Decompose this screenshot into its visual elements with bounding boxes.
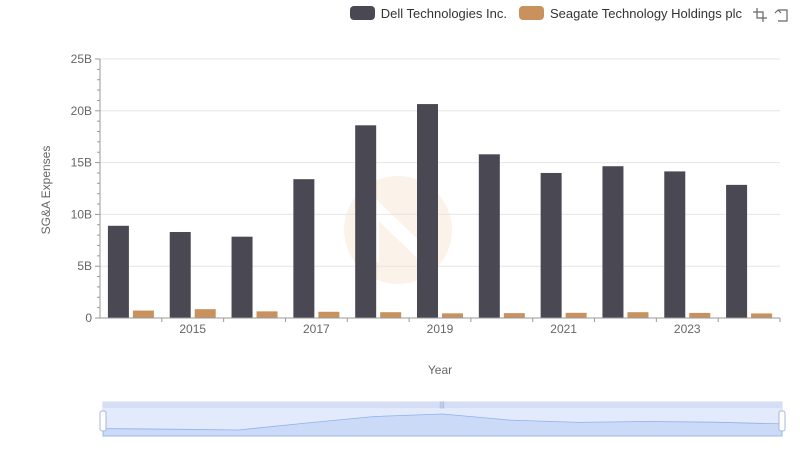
x-tick-label: 2015: [179, 322, 206, 336]
y-tick-label: 5B: [77, 259, 92, 273]
bar-seagate-2023[interactable]: [689, 312, 711, 318]
bar-seagate-2018[interactable]: [380, 312, 402, 318]
bar-seagate-2022[interactable]: [627, 312, 649, 318]
bar-seagate-2021[interactable]: [565, 312, 587, 318]
restore-icon[interactable]: [774, 7, 790, 23]
bar-dell-2022[interactable]: [602, 166, 624, 318]
x-axis: 2015 2017 2019 2021 2023: [100, 317, 781, 336]
zoom-select-icon[interactable]: [752, 7, 768, 23]
y-tick-label: 15B: [71, 156, 92, 170]
bar-dell-2019[interactable]: [417, 104, 438, 318]
bar-seagate-2014[interactable]: [132, 310, 154, 318]
y-axis-title: SG&A Expenses: [39, 146, 53, 235]
bar-seagate-2016[interactable]: [256, 311, 278, 318]
zoom-move-grip[interactable]: |||: [439, 402, 445, 409]
data-zoom-slider[interactable]: |||: [99, 401, 786, 437]
y-tick-label: 25B: [71, 52, 92, 66]
bars[interactable]: [107, 104, 773, 318]
legend-label-seagate: Seagate Technology Holdings plc: [549, 5, 742, 21]
y-tick-label: 10B: [71, 207, 92, 221]
x-tick-label: 2019: [427, 322, 454, 336]
chart-toolbar: [752, 7, 790, 23]
x-tick-label: 2021: [550, 322, 577, 336]
bar-seagate-2015[interactable]: [194, 309, 216, 318]
legend-item-seagate[interactable]: Seagate Technology Holdings plc: [518, 5, 742, 21]
bar-dell-2016[interactable]: [231, 236, 253, 318]
x-axis-title: Year: [428, 363, 452, 377]
bar-dell-2017[interactable]: [293, 179, 315, 318]
x-tick-label: 2023: [674, 322, 701, 336]
zoom-handle-left[interactable]: [99, 410, 107, 432]
chart-legend: Dell Technologies Inc. Seagate Technolog…: [349, 4, 742, 22]
y-tick-label: 20B: [71, 104, 92, 118]
bar-dell-2021[interactable]: [540, 172, 562, 318]
y-axis: 0 5B 10B 15B 20B 25B: [71, 52, 101, 325]
legend-swatch-dell: [349, 6, 375, 20]
zoom-handle-right[interactable]: [778, 410, 786, 432]
bar-dell-2014[interactable]: [107, 225, 129, 318]
legend-swatch-seagate: [518, 6, 544, 20]
bar-dell-2020[interactable]: [478, 154, 500, 318]
bar-dell-2015[interactable]: [169, 232, 191, 318]
legend-item-dell[interactable]: Dell Technologies Inc.: [349, 5, 507, 21]
bar-dell-2023[interactable]: [664, 171, 686, 318]
bar-dell-2018[interactable]: [355, 125, 377, 318]
bar-seagate-2019[interactable]: [442, 313, 463, 318]
zoom-top-bar[interactable]: [103, 402, 782, 408]
legend-label-dell: Dell Technologies Inc.: [380, 5, 507, 21]
x-tick-label: 2017: [303, 322, 330, 336]
bar-dell-2024[interactable]: [726, 184, 748, 318]
zoom-preview-area: [102, 413, 783, 437]
y-tick-label: 0: [85, 311, 92, 325]
bar-seagate-2024[interactable]: [751, 313, 773, 318]
bar-seagate-2020[interactable]: [503, 313, 525, 318]
bar-seagate-2017[interactable]: [318, 311, 340, 318]
